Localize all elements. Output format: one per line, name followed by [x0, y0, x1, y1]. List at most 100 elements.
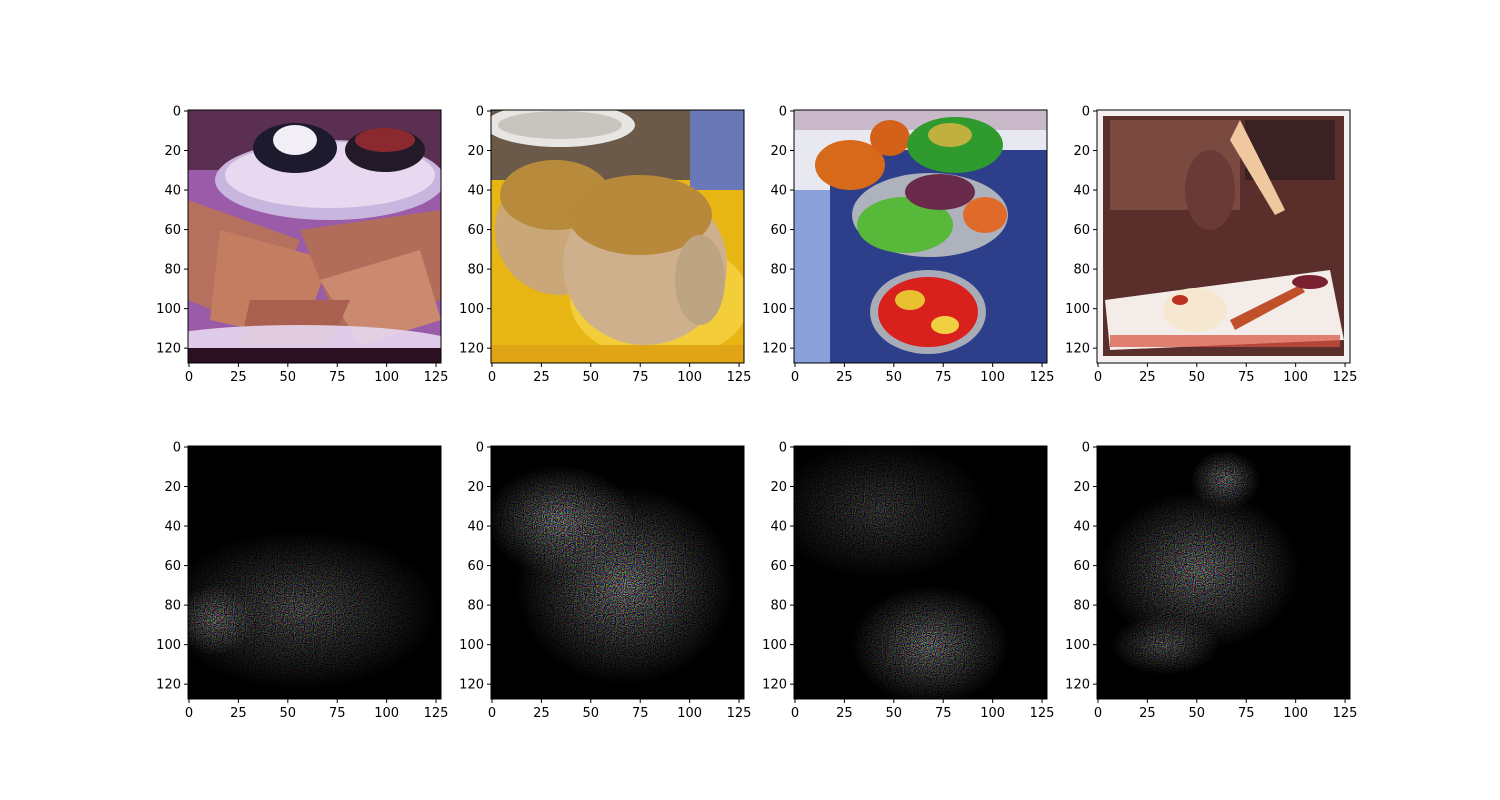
- y-tick-label: 40: [770, 184, 787, 199]
- axes-frame: [1096, 109, 1351, 364]
- y-tick-label: 0: [476, 104, 484, 119]
- x-tick-label: 125: [1333, 370, 1358, 385]
- y-tick-label: 40: [1073, 184, 1090, 199]
- y-tick-label: 20: [1073, 480, 1090, 495]
- saliency-panel-4: [1097, 446, 1350, 699]
- x-tick-label: 50: [583, 370, 600, 385]
- x-tick-label: 75: [1238, 706, 1255, 721]
- x-tick-label: 125: [424, 370, 449, 385]
- x-tick-label: 50: [280, 706, 297, 721]
- axes-7: 0 25 50 75 100 125 0 20 40 60 80 100 120: [762, 440, 1054, 721]
- axes-frame: [187, 109, 442, 364]
- axes-2: 0 25 50 75 100 125 0 20 40 60 80 100 120: [459, 104, 751, 385]
- x-tick-label: 25: [230, 370, 247, 385]
- y-tick-label: 40: [164, 520, 181, 535]
- y-tick-label: 40: [467, 184, 484, 199]
- x-tick-label: 50: [583, 706, 600, 721]
- y-tick-label: 100: [762, 638, 787, 653]
- x-tick-label: 0: [1094, 370, 1102, 385]
- x-tick-label: 125: [1030, 370, 1055, 385]
- y-tick-label: 100: [1065, 302, 1090, 317]
- x-tick-label: 0: [185, 706, 193, 721]
- y-tick-label: 100: [459, 638, 484, 653]
- x-tick-label: 75: [632, 370, 649, 385]
- x-tick-label: 100: [1283, 370, 1308, 385]
- y-tick-label: 60: [164, 223, 181, 238]
- x-tick-label: 25: [836, 706, 853, 721]
- x-tick-label: 25: [230, 706, 247, 721]
- saliency-panel-2: [491, 446, 744, 699]
- y-tick-label: 120: [459, 342, 484, 357]
- x-tick-label: 125: [1030, 706, 1055, 721]
- y-tick-label: 60: [1073, 559, 1090, 574]
- y-tick-label: 20: [770, 480, 787, 495]
- x-tick-label: 100: [677, 706, 702, 721]
- axes-frame: [490, 109, 745, 364]
- y-tick-label: 0: [173, 104, 181, 119]
- axes-8: 0 25 50 75 100 125 0 20 40 60 80 100 120: [1065, 440, 1357, 721]
- x-tick-label: 75: [935, 706, 952, 721]
- y-tick-label: 60: [467, 223, 484, 238]
- x-tick-label: 75: [329, 706, 346, 721]
- y-tick-label: 60: [770, 223, 787, 238]
- axes-5: 0 25 50 75 100 125 0 20 40 60 80 100 120: [156, 440, 448, 721]
- y-tick-label: 80: [164, 263, 181, 278]
- x-tick-label: 75: [1238, 370, 1255, 385]
- x-tick-label: 125: [1333, 706, 1358, 721]
- image-panel-1: [188, 110, 441, 363]
- image-panel-4: [1097, 110, 1350, 363]
- x-tick-label: 50: [280, 370, 297, 385]
- x-tick-label: 25: [533, 706, 550, 721]
- x-tick-label: 125: [727, 370, 752, 385]
- x-tick-label: 75: [632, 706, 649, 721]
- axes-1: 0 25 50 75 100 125 0 20 40 60 80 100 120: [156, 104, 448, 385]
- axes-frame: [490, 445, 745, 700]
- axes-frame: [187, 445, 442, 700]
- y-tick-label: 120: [156, 678, 181, 693]
- x-tick-label: 125: [727, 706, 752, 721]
- x-tick-label: 125: [424, 706, 449, 721]
- y-tick-label: 20: [467, 480, 484, 495]
- x-tick-label: 0: [1094, 706, 1102, 721]
- axes-frame: [793, 445, 1048, 700]
- x-tick-label: 0: [185, 370, 193, 385]
- x-tick-label: 0: [791, 370, 799, 385]
- y-tick-label: 60: [770, 559, 787, 574]
- y-tick-label: 0: [779, 104, 787, 119]
- y-tick-label: 0: [1082, 104, 1090, 119]
- y-tick-label: 120: [762, 678, 787, 693]
- x-tick-label: 100: [677, 370, 702, 385]
- y-tick-label: 20: [467, 144, 484, 159]
- y-tick-label: 120: [1065, 678, 1090, 693]
- y-tick-label: 80: [164, 599, 181, 614]
- axes-frame: [1096, 445, 1351, 700]
- x-tick-label: 0: [488, 370, 496, 385]
- y-tick-label: 0: [476, 440, 484, 455]
- y-tick-label: 100: [156, 302, 181, 317]
- y-tick-label: 20: [164, 480, 181, 495]
- y-tick-label: 20: [770, 144, 787, 159]
- axes-frame: [793, 109, 1048, 364]
- y-tick-label: 40: [164, 184, 181, 199]
- y-tick-label: 120: [1065, 342, 1090, 357]
- y-tick-label: 20: [164, 144, 181, 159]
- x-tick-label: 75: [935, 370, 952, 385]
- y-tick-label: 20: [1073, 144, 1090, 159]
- y-tick-label: 120: [762, 342, 787, 357]
- x-tick-label: 100: [374, 370, 399, 385]
- x-tick-label: 75: [329, 370, 346, 385]
- y-tick-label: 80: [1073, 263, 1090, 278]
- y-tick-label: 60: [1073, 223, 1090, 238]
- x-tick-label: 0: [488, 706, 496, 721]
- y-tick-label: 80: [770, 263, 787, 278]
- image-panel-3: [794, 110, 1047, 363]
- y-tick-label: 100: [1065, 638, 1090, 653]
- y-tick-label: 80: [467, 263, 484, 278]
- y-tick-label: 60: [164, 559, 181, 574]
- x-tick-label: 25: [1139, 706, 1156, 721]
- x-tick-label: 50: [886, 370, 903, 385]
- x-tick-label: 25: [836, 370, 853, 385]
- image-panel-2: [491, 110, 744, 363]
- axes-6: 0 25 50 75 100 125 0 20 40 60 80 100 120: [459, 440, 751, 721]
